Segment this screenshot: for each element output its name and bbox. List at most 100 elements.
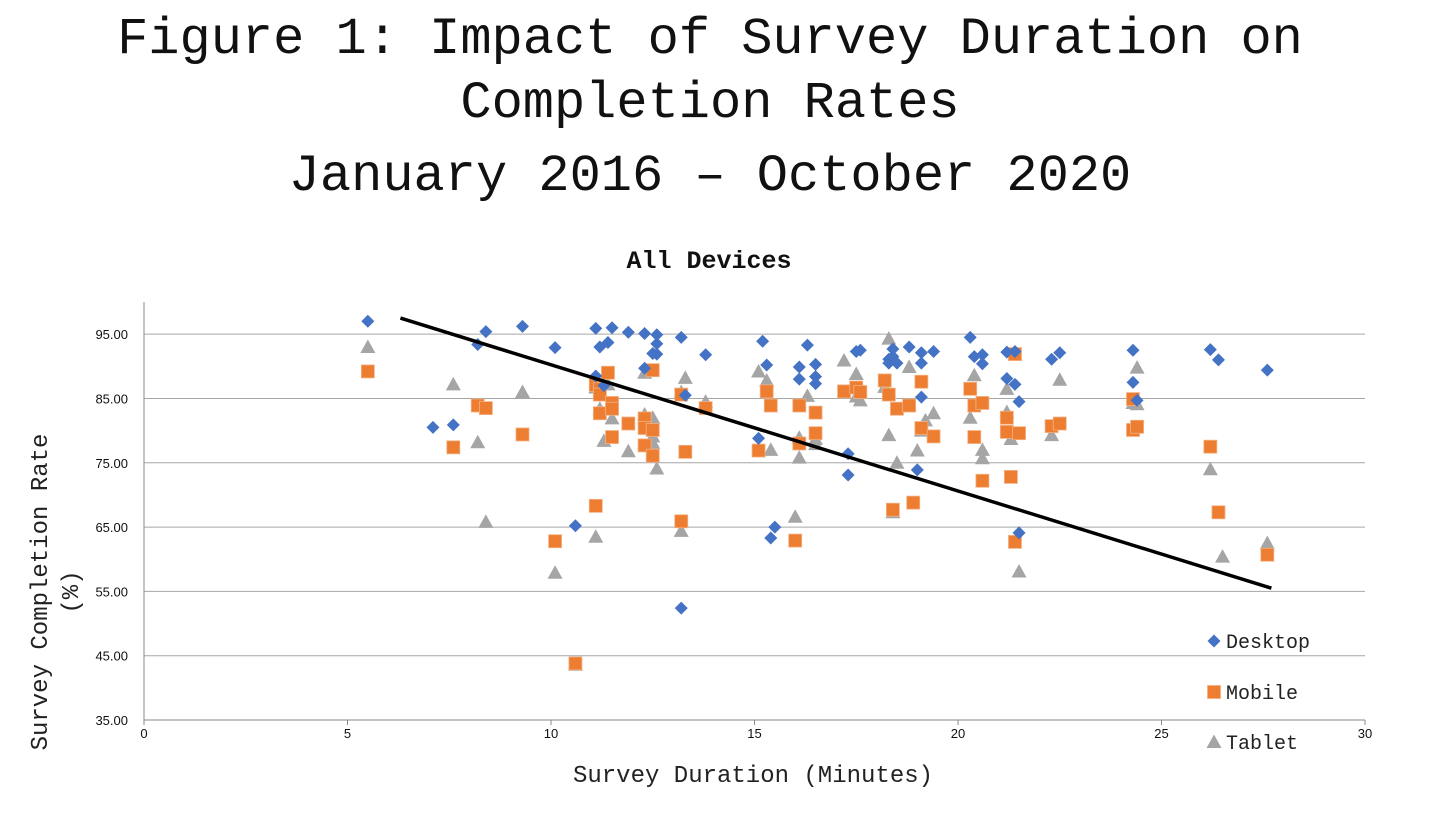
tablet-point: [751, 363, 767, 378]
mobile-point: [914, 421, 929, 435]
desktop-point: [809, 370, 823, 384]
desktop-point: [764, 531, 778, 545]
desktop-point: [809, 377, 823, 391]
tablet-point: [836, 353, 852, 367]
desktop-point: [1008, 377, 1022, 391]
mobile-point: [515, 427, 530, 442]
mobile-point: [963, 381, 978, 396]
tablet-point: [604, 410, 620, 425]
y-tick-label: 55.00: [95, 584, 128, 599]
desktop-point: [479, 325, 493, 339]
trendline: [399, 316, 1272, 590]
desktop-point: [760, 358, 774, 372]
mobile-point: [808, 405, 823, 420]
desktop-point: [752, 431, 766, 445]
desktop-point: [674, 601, 688, 615]
tablet-point: [547, 565, 563, 579]
desktop-point: [914, 390, 928, 404]
tablet-point: [1129, 360, 1145, 374]
desktop-point: [1126, 343, 1140, 357]
desktop-point: [1012, 395, 1026, 409]
tablet-point: [620, 443, 636, 458]
mobile-point: [645, 448, 660, 463]
legend-label-tablet: Tablet: [1226, 733, 1298, 756]
desktop-point: [426, 420, 440, 434]
mobile-point: [788, 533, 803, 548]
mobile-point: [1203, 439, 1218, 454]
tablet-point: [1044, 427, 1060, 442]
tablet-point: [881, 331, 897, 345]
tablet-point: [1259, 535, 1275, 550]
desktop-point: [1008, 345, 1022, 359]
mobile-point: [999, 425, 1014, 439]
desktop-point: [910, 463, 924, 477]
tablet-point: [445, 376, 461, 391]
desktop-point: [699, 348, 713, 362]
desktop-point: [1203, 343, 1217, 357]
mobile-point: [1052, 416, 1067, 431]
tablet-point: [848, 366, 864, 381]
desktop-point: [638, 327, 652, 341]
mobile-point: [763, 398, 778, 413]
mobile-point: [906, 495, 921, 510]
tablet-point: [966, 367, 982, 382]
trendline-layer: [399, 316, 1272, 590]
tablet-point: [881, 427, 897, 442]
y-tick-label: 75.00: [95, 456, 128, 471]
desktop-point: [890, 356, 904, 370]
desktop-point: [927, 345, 941, 359]
desktop-point: [516, 319, 530, 333]
mobile-point: [678, 444, 693, 459]
mobile-point: [592, 406, 607, 421]
mobile-point: [999, 410, 1014, 425]
mobile-point: [478, 401, 493, 416]
desktop-point: [638, 361, 652, 375]
tablet-point: [974, 450, 990, 465]
chart-title: All Devices: [626, 247, 791, 276]
y-tick-label: 95.00: [95, 327, 128, 342]
tablet-point: [1202, 461, 1218, 476]
mobile-point: [588, 498, 603, 513]
desktop-point: [601, 336, 615, 350]
tablet-point: [759, 372, 775, 387]
mobile-point: [548, 534, 562, 549]
tablet-point: [677, 370, 693, 384]
figure-title-line1: Figure 1: Impact of Survey Duration on: [117, 10, 1303, 69]
desktop-point: [853, 343, 867, 357]
tablet-point: [478, 514, 494, 528]
mobile-point: [975, 473, 990, 488]
desktop-point: [1053, 346, 1067, 360]
desktop-point: [768, 520, 782, 534]
desktop-point: [1012, 526, 1026, 540]
legend-item-tablet: Tablet: [1206, 733, 1298, 756]
mobile-point: [360, 364, 375, 379]
x-tick-label: 0: [140, 726, 147, 741]
axes: 35.00 45.00 55.00 65.00 75.00 85.00 95.00 0 5 10 1…: [95, 302, 1372, 741]
y-axis-label-unit: (%): [59, 570, 86, 613]
desktop-point: [841, 447, 855, 461]
y-axis-label: Survey Completion Rate: [28, 434, 55, 751]
desktop-point: [674, 330, 688, 344]
tablet-point: [1215, 549, 1231, 563]
tablet-point: [763, 442, 779, 456]
tablet-point: [1011, 563, 1027, 578]
desktop-point: [792, 372, 806, 386]
desktop-point: [548, 341, 562, 355]
mobile-point: [592, 387, 607, 402]
legend-label-desktop: Desktop: [1226, 632, 1310, 655]
legend-marker-desktop: [1207, 634, 1221, 648]
desktop-point: [678, 388, 692, 402]
mobile-point: [605, 401, 619, 416]
mobile-point: [1130, 419, 1144, 434]
desktop-point: [1130, 393, 1144, 407]
desktop-point: [650, 337, 664, 351]
mobile-point: [759, 384, 774, 399]
x-tick-label: 5: [344, 726, 351, 741]
mobile-point: [1260, 547, 1275, 562]
mobile-point: [645, 423, 660, 437]
tablet-point: [889, 455, 905, 469]
y-axis-label-line2: (%): [59, 570, 86, 613]
desktop-point: [809, 357, 823, 371]
tablet-point: [470, 434, 486, 449]
desktop-point: [605, 321, 619, 335]
